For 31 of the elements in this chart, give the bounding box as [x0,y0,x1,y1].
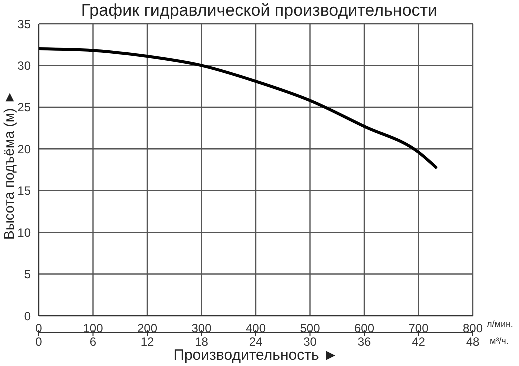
x-tick-label: 600 [354,322,375,336]
text: л/мин. [487,319,514,329]
x-tick-label: 500 [300,322,321,336]
x-axis-title: Производительность ► [174,347,338,364]
x2-tick-label: 18 [195,335,209,349]
text: м³/ч. [490,336,509,346]
x2-tick-label: 0 [36,335,43,349]
x-tick-label: 700 [408,322,430,336]
x-tick-label: 400 [246,322,266,336]
y-tick-label: 15 [18,184,32,198]
x2-tick-label: 12 [140,335,154,349]
x-tick-label: 200 [137,322,158,336]
y-tick-label: 35 [18,17,32,32]
y-tick-label: 25 [18,100,32,115]
chart-title: График гидравлической производительности [81,1,438,20]
y-tick-label: 20 [18,142,32,156]
y-tick-label: 30 [18,58,32,73]
x2-tick-label: 6 [90,335,97,349]
x-tick-label: 800 [462,322,484,336]
y-axis-title: Высота подъёма (м) ► [0,90,17,240]
y-tick-label: 0 [24,309,32,324]
x-tick-label: 300 [192,322,212,336]
x2-tick-label: 42 [412,335,426,349]
x2-tick-label: 24 [249,335,263,349]
x2-tick-label: 30 [304,335,318,349]
x2-tick-label: 48 [466,335,480,349]
y-tick-label: 10 [18,226,32,240]
x-tick-label: 100 [83,322,104,336]
line-series [39,48,438,169]
y-tick-label: 5 [24,268,32,282]
x2-tick-label: 36 [358,335,372,349]
